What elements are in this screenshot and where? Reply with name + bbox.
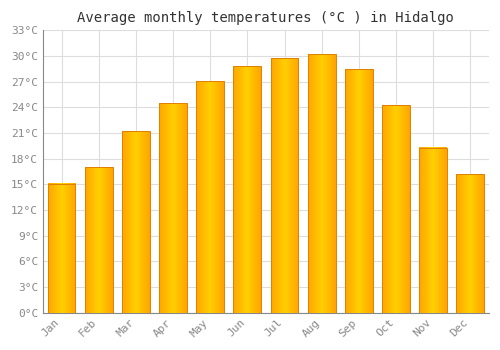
Bar — [308, 54, 336, 313]
Bar — [345, 69, 373, 313]
Bar — [159, 103, 187, 313]
Bar — [48, 183, 76, 313]
Bar — [234, 66, 262, 313]
Bar — [456, 174, 484, 313]
Bar — [122, 131, 150, 313]
Bar — [196, 81, 224, 313]
Title: Average monthly temperatures (°C ) in Hidalgo: Average monthly temperatures (°C ) in Hi… — [78, 11, 454, 25]
Bar — [270, 58, 298, 313]
Bar — [419, 148, 447, 313]
Bar — [382, 105, 410, 313]
Bar — [85, 167, 112, 313]
